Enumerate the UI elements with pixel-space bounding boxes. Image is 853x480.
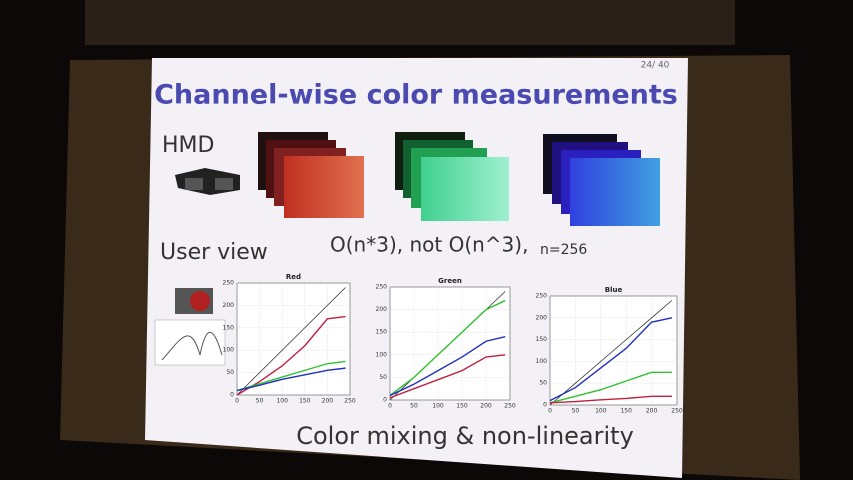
hmd-label: HMD xyxy=(162,133,214,158)
series-line xyxy=(236,367,346,392)
x-tick-label: 250 xyxy=(671,408,683,415)
y-tick-label: 150 xyxy=(536,336,548,343)
y-tick-label: 100 xyxy=(223,347,235,354)
camera-icon xyxy=(154,288,226,366)
x-tick-label: 100 xyxy=(595,408,607,415)
series-line xyxy=(549,317,673,402)
chart-title: Blue xyxy=(605,286,623,294)
series-line xyxy=(236,360,346,392)
x-tick-label: 50 xyxy=(410,403,418,410)
title: Channel-wise color measurements xyxy=(154,80,678,111)
x-tick-label: 50 xyxy=(256,398,264,405)
n-value: n=256 xyxy=(540,242,587,258)
chart-title: Red xyxy=(286,273,301,281)
x-tick-label: 0 xyxy=(548,408,552,415)
x-tick-label: 250 xyxy=(504,403,516,410)
green-stack xyxy=(395,132,509,221)
y-tick-label: 50 xyxy=(379,374,387,381)
hmd-icon xyxy=(175,168,240,195)
x-tick-label: 250 xyxy=(344,398,356,405)
y-tick-label: 250 xyxy=(536,293,548,300)
series-line xyxy=(389,299,506,397)
series-line xyxy=(389,336,506,397)
slide xyxy=(145,58,688,478)
x-tick-label: 0 xyxy=(235,398,239,405)
series-line xyxy=(389,354,506,399)
y-tick-label: 150 xyxy=(376,329,388,336)
series-line xyxy=(236,315,346,396)
y-tick-label: 0 xyxy=(230,392,234,399)
banner xyxy=(85,0,735,45)
x-tick-label: 200 xyxy=(646,408,658,415)
x-tick-label: 50 xyxy=(572,408,580,415)
blue-stack xyxy=(543,134,660,226)
y-tick-label: 100 xyxy=(536,358,548,365)
series-line xyxy=(549,395,672,404)
y-tick-label: 250 xyxy=(376,284,388,291)
x-tick-label: 200 xyxy=(322,398,334,405)
y-tick-label: 50 xyxy=(226,369,234,376)
caption: Color mixing & non-linearity xyxy=(296,422,634,450)
x-tick-label: 200 xyxy=(480,403,492,410)
series-line xyxy=(549,300,673,406)
y-tick-label: 0 xyxy=(543,402,547,409)
charts: Red 0 50 100 150 200 250 0 50 100 150 200 250 Green 0 5… xyxy=(223,273,683,415)
red-stack xyxy=(258,132,364,218)
x-tick-label: 150 xyxy=(299,398,311,405)
user-view-label: User view xyxy=(160,240,268,265)
y-tick-label: 100 xyxy=(376,351,388,358)
x-tick-label: 150 xyxy=(620,408,632,415)
y-tick-label: 0 xyxy=(383,397,387,404)
y-tick-label: 150 xyxy=(223,324,235,331)
y-tick-label: 200 xyxy=(223,302,235,309)
y-tick-label: 200 xyxy=(536,314,548,321)
series-line xyxy=(236,287,346,396)
x-tick-label: 100 xyxy=(276,398,288,405)
series-line xyxy=(549,371,672,404)
page-number: 24/ 40 xyxy=(641,61,670,71)
x-tick-label: 150 xyxy=(456,403,468,410)
complexity: O(n*3), not O(n^3), xyxy=(330,233,528,257)
chart-title: Green xyxy=(438,277,462,285)
y-tick-label: 200 xyxy=(376,306,388,313)
y-tick-label: 50 xyxy=(539,380,547,387)
x-tick-label: 0 xyxy=(388,403,392,410)
y-tick-label: 250 xyxy=(223,280,235,287)
x-tick-label: 100 xyxy=(432,403,444,410)
